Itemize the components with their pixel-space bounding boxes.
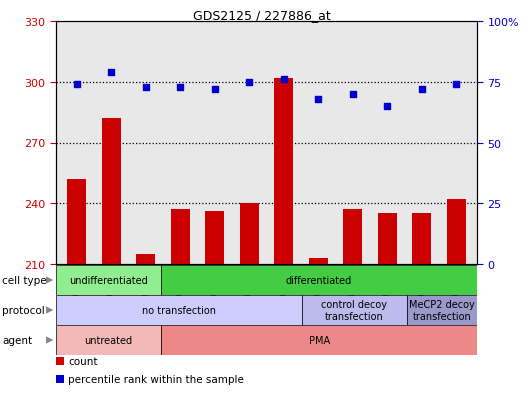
- Bar: [136, 254, 155, 264]
- Point: [211, 86, 219, 93]
- Bar: [343, 210, 362, 264]
- Text: protocol: protocol: [2, 305, 45, 315]
- Text: no transfection: no transfection: [142, 305, 216, 315]
- Bar: [161, 266, 477, 295]
- Text: agent: agent: [2, 335, 32, 345]
- Point: [417, 86, 426, 93]
- Text: PMA: PMA: [309, 335, 329, 345]
- Text: percentile rank within the sample: percentile rank within the sample: [68, 374, 244, 384]
- Point: [314, 96, 323, 103]
- Text: differentiated: differentiated: [286, 275, 353, 285]
- Bar: [447, 200, 466, 264]
- Point: [176, 84, 185, 91]
- Text: control decoy
transfection: control decoy transfection: [321, 299, 387, 321]
- Text: untreated: untreated: [85, 335, 133, 345]
- Point: [245, 79, 254, 86]
- Text: undifferentiated: undifferentiated: [69, 275, 148, 285]
- Bar: [309, 258, 328, 264]
- Bar: [67, 180, 86, 264]
- Bar: [274, 78, 293, 264]
- Text: MeCP2 decoy
transfection: MeCP2 decoy transfection: [409, 299, 475, 321]
- Bar: [240, 204, 259, 264]
- Bar: [302, 295, 407, 325]
- Bar: [170, 210, 190, 264]
- Point: [349, 91, 357, 98]
- Text: count: count: [68, 356, 97, 366]
- Point: [73, 82, 81, 88]
- Bar: [407, 295, 477, 325]
- Bar: [161, 325, 477, 355]
- Bar: [101, 119, 121, 264]
- Point: [452, 82, 460, 88]
- Point: [142, 84, 150, 91]
- Bar: [56, 325, 161, 355]
- Point: [383, 104, 391, 110]
- Bar: [205, 212, 224, 264]
- Bar: [56, 295, 302, 325]
- Bar: [378, 214, 397, 264]
- Point: [280, 77, 288, 83]
- Point: [107, 69, 116, 76]
- Bar: [412, 214, 431, 264]
- Text: cell type: cell type: [2, 275, 47, 285]
- Text: GDS2125 / 227886_at: GDS2125 / 227886_at: [192, 9, 331, 22]
- Bar: [56, 266, 161, 295]
